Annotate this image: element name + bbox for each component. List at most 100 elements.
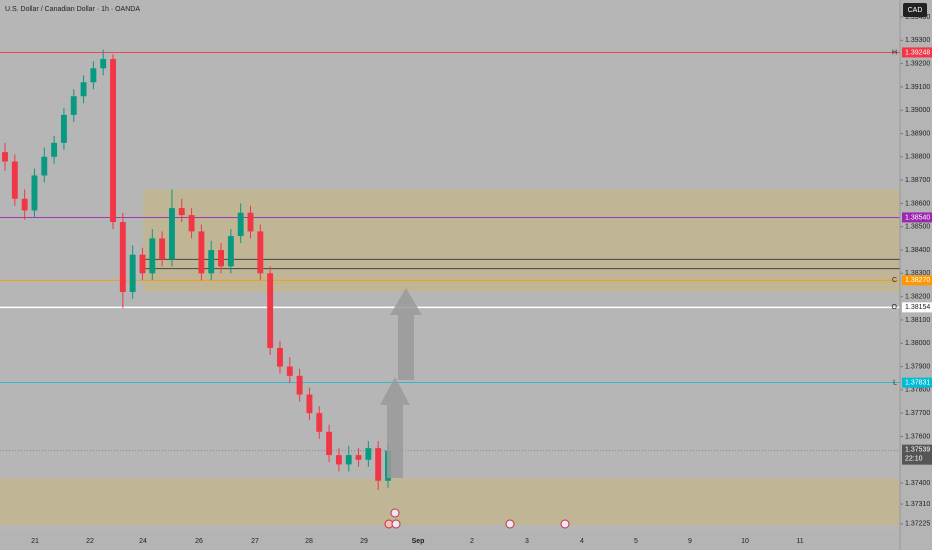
y-tick-label: 1.39300 xyxy=(905,37,930,44)
candle-body xyxy=(247,212,254,232)
y-tick-label: 1.38700 xyxy=(905,177,930,184)
x-tick-label: 9 xyxy=(688,538,692,545)
y-tick-label: 1.38200 xyxy=(905,293,930,300)
countdown: 22:10 xyxy=(905,456,923,463)
candle-body xyxy=(2,152,8,162)
y-tick-label: 1.37800 xyxy=(905,387,930,394)
candle-body xyxy=(316,413,323,432)
candle-body xyxy=(208,250,215,274)
candle-body xyxy=(286,366,293,376)
event-icon xyxy=(390,508,400,518)
x-tick-label: 4 xyxy=(580,538,584,545)
x-tick-label: 11 xyxy=(796,538,803,545)
projection-arrows xyxy=(380,288,422,478)
candle-body xyxy=(129,254,136,292)
candle-body xyxy=(159,238,166,260)
candle-body xyxy=(169,208,175,260)
candle-body xyxy=(277,347,283,367)
event-icon xyxy=(560,519,570,529)
candle-body xyxy=(41,156,48,176)
x-tick-label: 21 xyxy=(31,538,39,545)
price-badge-label: 1.39248 xyxy=(905,49,930,56)
y-tick-label: 1.38800 xyxy=(905,154,930,161)
x-tick-label: 24 xyxy=(139,538,147,545)
candle-body xyxy=(31,175,38,211)
level-label: L xyxy=(893,379,897,386)
y-tick-label: 1.37900 xyxy=(905,363,930,370)
candle-body xyxy=(119,222,126,292)
candle-body xyxy=(80,82,87,97)
y-tick-label: 1.38000 xyxy=(905,340,930,347)
x-tick-label: 10 xyxy=(741,538,749,545)
x-tick-label: 26 xyxy=(195,538,203,545)
candle-body xyxy=(198,231,205,274)
candle-body xyxy=(345,455,352,465)
y-tick-label: 1.38300 xyxy=(905,270,930,277)
candle-body xyxy=(51,142,58,157)
price-badge xyxy=(902,444,932,465)
y-tick-label: 1.38600 xyxy=(905,200,930,207)
price-badge xyxy=(902,47,932,58)
candle-body xyxy=(149,238,156,274)
candle-body xyxy=(110,58,116,223)
y-tick-label: 1.38400 xyxy=(905,247,930,254)
candle-body xyxy=(257,231,264,274)
price-badge xyxy=(902,212,932,223)
candle-body xyxy=(139,254,146,274)
x-tick-label: 27 xyxy=(251,538,259,545)
event-icon xyxy=(391,519,401,529)
y-tick-label: 1.38500 xyxy=(905,224,930,231)
y-tick-label: 1.38100 xyxy=(905,317,930,324)
currency: CAD xyxy=(908,7,923,14)
y-tick-label: 1.39400 xyxy=(905,14,930,21)
candle-body xyxy=(11,161,18,199)
currency-badge xyxy=(903,3,927,17)
price-badge xyxy=(902,275,932,286)
arrow xyxy=(390,288,422,380)
candle-body xyxy=(70,96,77,115)
candle-body xyxy=(218,250,224,267)
candle-body xyxy=(375,448,382,481)
price-badge-label: 1.38540 xyxy=(905,214,930,221)
candle-body xyxy=(21,198,28,211)
x-tick-label: 29 xyxy=(360,538,368,545)
candle-body xyxy=(365,448,372,460)
zone xyxy=(0,478,900,526)
y-tick-label: 1.37600 xyxy=(905,433,930,440)
x-tick-label: Sep xyxy=(412,538,425,545)
price-badge-label: 1.38270 xyxy=(905,277,930,284)
y-tick-label: 1.38900 xyxy=(905,130,930,137)
y-tick-label: 1.37310 xyxy=(905,501,930,508)
y-tick-label: 1.37225 xyxy=(905,521,930,528)
level-label: C xyxy=(892,277,897,284)
candle-body xyxy=(306,394,313,414)
price-badge xyxy=(902,302,932,313)
candle-body xyxy=(355,455,362,460)
x-tick-label: 3 xyxy=(525,538,529,545)
candle-body xyxy=(100,58,107,69)
price-badge xyxy=(902,377,932,388)
candle-body xyxy=(227,236,234,267)
candle-body xyxy=(60,114,67,143)
level-label: O xyxy=(892,304,898,311)
x-tick-label: 2 xyxy=(470,538,474,545)
candle-body xyxy=(178,208,185,216)
last-price-label: 1.37539 xyxy=(905,447,930,454)
y-tick-label: 1.39000 xyxy=(905,107,930,114)
y-tick-label: 1.39100 xyxy=(905,84,930,91)
arrow xyxy=(380,377,410,478)
y-tick-label: 1.37400 xyxy=(905,480,930,487)
candle-body xyxy=(326,431,333,456)
price-badge-label: 1.37831 xyxy=(905,379,930,386)
event-icons xyxy=(384,508,570,529)
y-tick-label: 1.37700 xyxy=(905,410,930,417)
candle-body xyxy=(237,212,244,237)
x-tick-label: 28 xyxy=(305,538,313,545)
x-tick-label: 22 xyxy=(86,538,94,545)
candle-body xyxy=(90,68,97,83)
event-icon xyxy=(505,519,515,529)
chart-title: U.S. Dollar / Canadian Dollar · 1h · OAN… xyxy=(5,6,140,13)
candle-body xyxy=(335,455,342,465)
candle-body xyxy=(267,273,274,348)
